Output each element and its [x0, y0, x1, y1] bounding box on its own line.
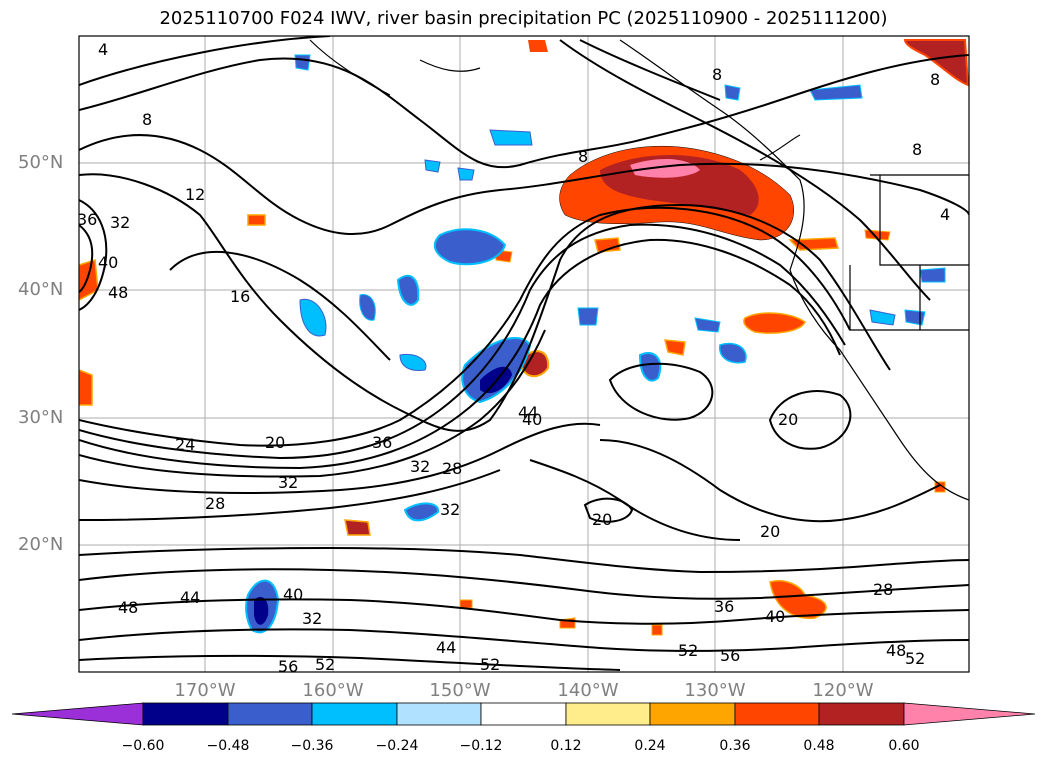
- latitude-label: 40°N: [18, 279, 64, 300]
- contour-label: 12: [185, 185, 205, 204]
- colorbar-tick-label: 0.36: [719, 738, 751, 754]
- contour-label: 52: [315, 655, 335, 674]
- precipitation-positive-shading: [79, 39, 969, 636]
- colorbar-tick-label: −0.36: [290, 738, 334, 754]
- contour-label: 40: [98, 253, 118, 272]
- contour-label: 24: [175, 435, 195, 454]
- colorbar-extend-high: [903, 702, 1036, 726]
- contour-label: 36: [714, 597, 734, 616]
- contour-label: 44: [180, 588, 200, 607]
- longitude-label: 170°W: [174, 680, 236, 701]
- map-title: 2025110700 F024 IWV, river basin precipi…: [159, 8, 888, 29]
- colorbar-segment: [142, 702, 229, 726]
- contour-label: 8: [142, 110, 152, 129]
- contour-label: 28: [205, 494, 225, 513]
- contour-label: 8: [930, 70, 940, 89]
- longitude-label: 160°W: [302, 680, 364, 701]
- contour-label: 36: [372, 433, 392, 452]
- contour-label: 28: [442, 459, 462, 478]
- colorbar-tick-label: −0.60: [121, 738, 165, 754]
- contour-label: 48: [886, 641, 906, 660]
- colorbar-segment: [396, 702, 482, 726]
- contour-label: 8: [912, 140, 922, 159]
- latitude-label: 30°N: [18, 407, 64, 428]
- colorbar-tick-label: 0.48: [803, 738, 835, 754]
- colorbar-tick-label: 0.24: [634, 738, 666, 754]
- contour-label: 20: [760, 522, 780, 541]
- longitude-label: 140°W: [557, 680, 619, 701]
- contour-label: 8: [578, 147, 588, 166]
- contour-label: 32: [110, 213, 130, 232]
- contour-label: 56: [720, 646, 740, 665]
- colorbar-segment: [734, 702, 820, 726]
- contour-label: 20: [592, 510, 612, 529]
- contour-label: 4: [98, 40, 108, 59]
- contour-label: 40: [765, 607, 785, 626]
- contour-label: 36: [77, 210, 97, 229]
- contour-label: 40: [283, 585, 303, 604]
- contour-label: 20: [265, 433, 285, 452]
- contour-label: 44: [518, 403, 538, 422]
- contour-labels: 4 8 8 8 12 16 36 32 40 48 8 4 8 24 20 36…: [77, 40, 950, 676]
- colorbar-tick-label: −0.48: [206, 738, 250, 754]
- contour-label: 52: [905, 649, 925, 668]
- contour-label: 32: [410, 457, 430, 476]
- map-frame: [78, 35, 970, 673]
- contour-label: 44: [436, 638, 456, 657]
- colorbar-extend-low: [11, 702, 144, 726]
- contour-label: 32: [278, 473, 298, 492]
- contour-label: 4: [940, 205, 950, 224]
- contour-label: 28: [873, 580, 893, 599]
- colorbar-segment: [311, 702, 398, 726]
- contour-label: 32: [302, 609, 322, 628]
- contour-label: 48: [108, 283, 128, 302]
- contour-label: 16: [230, 287, 250, 306]
- contour-label: 56: [278, 657, 298, 676]
- colorbar-tick-label: 0.60: [888, 738, 920, 754]
- longitude-label: 150°W: [429, 680, 491, 701]
- contour-label: 32: [440, 500, 460, 519]
- colorbar-segment: [565, 702, 651, 726]
- iwv-contours: [79, 36, 969, 671]
- coastlines: [309, 39, 969, 501]
- longitude-label: 130°W: [684, 680, 746, 701]
- contour-label: 8: [712, 65, 722, 84]
- colorbar-segment: [649, 702, 736, 726]
- map-plot-area: 4 8 8 8 12 16 36 32 40 48 8 4 8 24 20 36…: [77, 36, 969, 676]
- colorbar-tick-label: 0.12: [550, 738, 582, 754]
- contour-label: 52: [480, 655, 500, 674]
- contour-label: 48: [118, 598, 138, 617]
- contour-label: 40: [522, 410, 542, 429]
- precipitation-negative-shading: [245, 54, 946, 634]
- longitude-label: 120°W: [812, 680, 874, 701]
- colorbar: [11, 702, 1036, 726]
- colorbar-tick-label: −0.24: [375, 738, 419, 754]
- colorbar-segment: [227, 702, 313, 726]
- colorbar-segment: [818, 702, 905, 726]
- latitude-label: 50°N: [18, 152, 64, 173]
- colorbar-segment: [480, 702, 567, 726]
- colorbar-tick-label: −0.12: [459, 738, 503, 754]
- contour-label: 52: [678, 641, 698, 660]
- contour-label: 20: [778, 410, 798, 429]
- latitude-label: 20°N: [18, 534, 64, 555]
